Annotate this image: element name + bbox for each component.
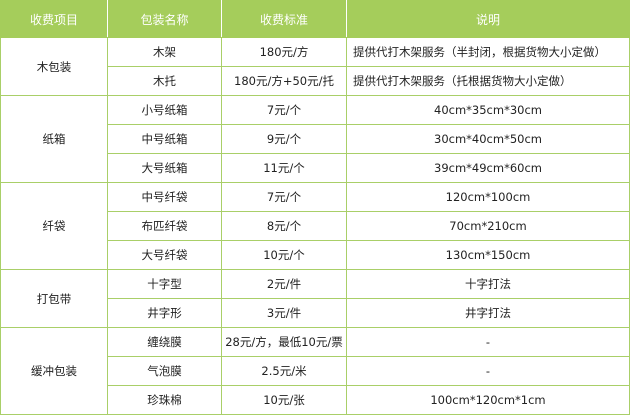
table-row: 缓冲包装 缠绕膜 28元/方，最低10元/票 - <box>0 327 630 415</box>
note-cell: - <box>346 356 630 386</box>
table-row: 中号纸箱 9元/个 30cm*40cm*50cm <box>1 124 630 154</box>
price-cell: 28元/方，最低10元/票 <box>221 327 347 357</box>
header-name: 包装名称 <box>107 0 222 38</box>
note-cell: 70cm*210cm <box>346 211 630 241</box>
note-cell: 30cm*40cm*50cm <box>346 124 630 154</box>
table-row: 大号纸箱 11元/个 39cm*49cm*60cm <box>1 153 630 183</box>
note-cell: 提供代打木架服务（托根据货物大小定做） <box>346 66 630 96</box>
category-cell: 木包装 <box>0 37 108 96</box>
category-cell: 打包带 <box>0 269 108 328</box>
note-cell: 120cm*100cm <box>346 182 630 212</box>
category-cell: 纸箱 <box>0 95 108 183</box>
note-cell: 井字打法 <box>346 298 630 328</box>
note-cell: 39cm*49cm*60cm <box>346 153 630 183</box>
price-cell: 7元/个 <box>221 95 347 125</box>
price-cell: 8元/个 <box>221 211 347 241</box>
table-row: 打包带 十字型 2元/件 十字打法 <box>0 269 630 328</box>
package-name-cell: 大号纸箱 <box>107 153 222 183</box>
package-name-cell: 十字型 <box>107 269 222 299</box>
header-note: 说明 <box>346 0 630 38</box>
table-row: 木托 180元/方+50元/托 提供代打木架服务（托根据货物大小定做） <box>1 66 630 96</box>
price-cell: 180元/方 <box>221 37 347 67</box>
package-name-cell: 小号纸箱 <box>107 95 222 125</box>
price-cell: 10元/张 <box>221 385 347 415</box>
package-name-cell: 木托 <box>107 66 222 96</box>
price-cell: 3元/件 <box>221 298 347 328</box>
price-cell: 11元/个 <box>221 153 347 183</box>
header-category: 收费项目 <box>0 0 108 38</box>
note-cell: 40cm*35cm*30cm <box>346 95 630 125</box>
package-name-cell: 大号纤袋 <box>107 240 222 270</box>
note-cell: 100cm*120cm*1cm <box>346 385 630 415</box>
price-cell: 10元/个 <box>221 240 347 270</box>
table-row: 纸箱 小号纸箱 7元/个 40cm*35cm*30cm <box>0 95 630 183</box>
package-name-cell: 珍珠棉 <box>107 385 222 415</box>
package-name-cell: 气泡膜 <box>107 356 222 386</box>
table-row: 布匹纤袋 8元/个 70cm*210cm <box>1 211 630 241</box>
price-cell: 7元/个 <box>221 182 347 212</box>
price-cell: 9元/个 <box>221 124 347 154</box>
table-row: 气泡膜 2.5元/米 - <box>1 356 630 386</box>
package-name-cell: 中号纸箱 <box>107 124 222 154</box>
category-cell: 缓冲包装 <box>0 327 108 415</box>
package-name-cell: 中号纤袋 <box>107 182 222 212</box>
category-cell: 纤袋 <box>0 182 108 270</box>
package-name-cell: 布匹纤袋 <box>107 211 222 241</box>
note-cell: - <box>346 327 630 357</box>
note-cell: 提供代打木架服务（半封闭，根据货物大小定做） <box>346 37 630 67</box>
package-name-cell: 缠绕膜 <box>107 327 222 357</box>
table-row: 大号纤袋 10元/个 130cm*150cm <box>1 240 630 270</box>
price-cell: 180元/方+50元/托 <box>221 66 347 96</box>
package-name-cell: 井字形 <box>107 298 222 328</box>
header-price: 收费标准 <box>221 0 347 38</box>
note-cell: 130cm*150cm <box>346 240 630 270</box>
table-row: 纤袋 中号纤袋 7元/个 120cm*100cm <box>0 182 630 270</box>
table-row: 木包装 木架 180元/方 提供代打木架服务（半封闭，根据货物大小定做） <box>0 37 630 96</box>
price-cell: 2.5元/米 <box>221 356 347 386</box>
table-header-row: 收费项目 包装名称 收费标准 说明 <box>0 0 630 38</box>
note-cell: 十字打法 <box>346 269 630 299</box>
price-cell: 2元/件 <box>221 269 347 299</box>
package-name-cell: 木架 <box>107 37 222 67</box>
